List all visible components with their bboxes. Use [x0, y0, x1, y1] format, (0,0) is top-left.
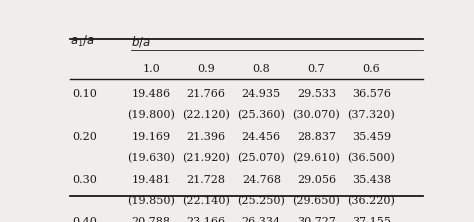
- Text: 0.7: 0.7: [308, 64, 325, 74]
- Text: (19.800): (19.800): [127, 110, 175, 121]
- Text: 0.40: 0.40: [72, 217, 97, 222]
- Text: (29.610): (29.610): [292, 153, 340, 163]
- Text: 0.10: 0.10: [72, 89, 97, 99]
- Text: 21.766: 21.766: [187, 89, 226, 99]
- Text: (22.140): (22.140): [182, 196, 230, 206]
- Text: 28.837: 28.837: [297, 132, 336, 142]
- Text: 19.481: 19.481: [131, 174, 171, 184]
- Text: (22.120): (22.120): [182, 110, 230, 121]
- Text: 35.459: 35.459: [352, 132, 391, 142]
- Text: 29.056: 29.056: [297, 174, 336, 184]
- Text: (29.650): (29.650): [292, 196, 340, 206]
- Text: (37.320): (37.320): [347, 110, 395, 121]
- Text: $b/a$: $b/a$: [131, 34, 151, 49]
- Text: 24.768: 24.768: [242, 174, 281, 184]
- Text: 20.788: 20.788: [132, 217, 171, 222]
- Text: (25.360): (25.360): [237, 110, 285, 121]
- Text: $a_1/a$: $a_1/a$: [70, 34, 95, 50]
- Text: 0.30: 0.30: [72, 174, 97, 184]
- Text: 0.20: 0.20: [72, 132, 97, 142]
- Text: 0.6: 0.6: [363, 64, 380, 74]
- Text: (25.250): (25.250): [237, 196, 285, 206]
- Text: 21.728: 21.728: [187, 174, 226, 184]
- Text: 19.486: 19.486: [131, 89, 171, 99]
- Text: 24.456: 24.456: [242, 132, 281, 142]
- Text: 21.396: 21.396: [187, 132, 226, 142]
- Text: 0.8: 0.8: [253, 64, 270, 74]
- Text: (36.220): (36.220): [347, 196, 395, 206]
- Text: (19.850): (19.850): [127, 196, 175, 206]
- Text: 30.727: 30.727: [297, 217, 336, 222]
- Text: (21.920): (21.920): [182, 153, 230, 163]
- Text: 29.533: 29.533: [297, 89, 336, 99]
- Text: 19.169: 19.169: [131, 132, 171, 142]
- Text: 24.935: 24.935: [242, 89, 281, 99]
- Text: (19.630): (19.630): [127, 153, 175, 163]
- Text: 1.0: 1.0: [142, 64, 160, 74]
- Text: (36.500): (36.500): [347, 153, 395, 163]
- Text: (30.070): (30.070): [292, 110, 340, 121]
- Text: 0.9: 0.9: [197, 64, 215, 74]
- Text: 26.334: 26.334: [242, 217, 281, 222]
- Text: 37.155: 37.155: [352, 217, 391, 222]
- Text: 35.438: 35.438: [352, 174, 391, 184]
- Text: 36.576: 36.576: [352, 89, 391, 99]
- Text: 23.166: 23.166: [187, 217, 226, 222]
- Text: (25.070): (25.070): [237, 153, 285, 163]
